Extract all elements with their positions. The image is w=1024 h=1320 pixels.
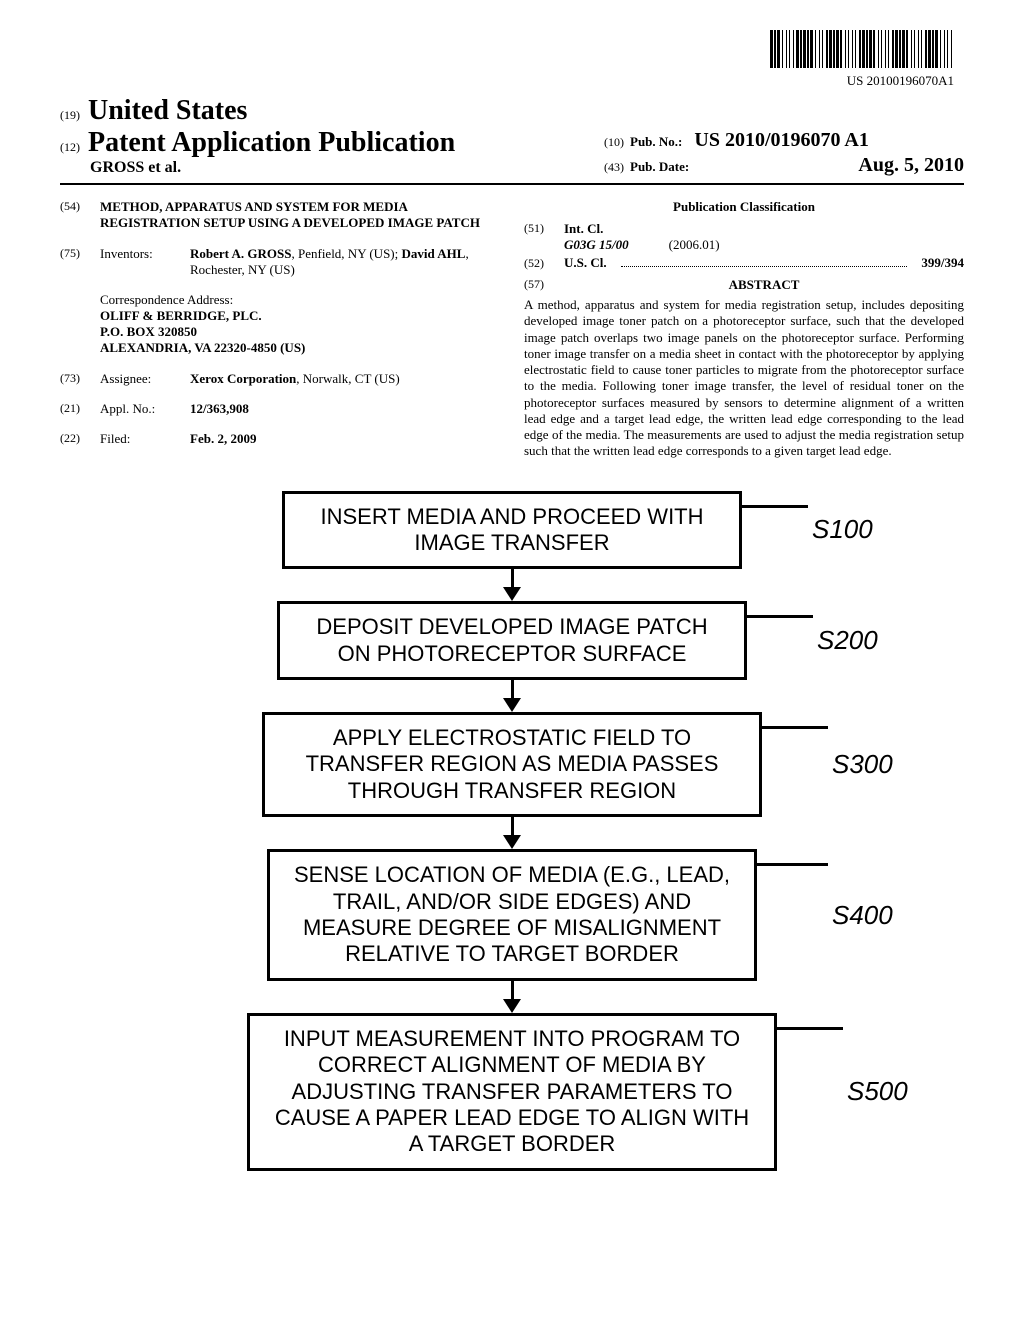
- header-rule: [60, 183, 964, 185]
- inventors-label: Inventors:: [100, 246, 180, 278]
- bibliographic-data: (54) METHOD, APPARATUS AND SYSTEM FOR ME…: [60, 199, 964, 461]
- pubno-value: US 2010/0196070 A1: [694, 129, 868, 152]
- filed-field: (22) Filed: Feb. 2, 2009: [60, 431, 500, 447]
- abstract-heading: ABSTRACT: [564, 277, 964, 293]
- inid-applno: (21): [60, 401, 90, 417]
- flow-step-box: SENSE LOCATION OF MEDIA (E.G., LEAD, TRA…: [267, 849, 757, 981]
- flow-arrow: [503, 981, 521, 1013]
- left-column: (54) METHOD, APPARATUS AND SYSTEM FOR ME…: [60, 199, 500, 461]
- uscl-value: 399/394: [921, 255, 964, 271]
- flow-arrow: [503, 817, 521, 849]
- flow-arrow-shaft: [511, 569, 514, 587]
- flow-arrow-shaft: [511, 817, 514, 835]
- flow-step-label: S300: [832, 749, 893, 780]
- flow-arrow: [503, 569, 521, 601]
- flow-step-box: APPLY ELECTROSTATIC FIELD TO TRANSFER RE…: [262, 712, 762, 817]
- pubdate-value: Aug. 5, 2010: [858, 154, 964, 177]
- publication-type: Patent Application Publication: [88, 127, 455, 159]
- pubdate-label: Pub. Date:: [630, 159, 689, 175]
- inid-pubdate: (43): [604, 160, 624, 175]
- abstract-text: A method, apparatus and system for media…: [524, 297, 964, 460]
- flow-arrow-head: [503, 835, 521, 849]
- flow-connector-line: [777, 1027, 843, 1030]
- assignee-rest: , Norwalk, CT (US): [296, 371, 399, 386]
- classification-header: Publication Classification: [524, 199, 964, 215]
- inventor-name: David AHL: [402, 246, 466, 261]
- inventors-value: Robert A. GROSS, Penfield, NY (US); Davi…: [190, 246, 500, 278]
- flow-connector-line: [757, 863, 828, 866]
- uscl-field: (52) U.S. Cl. 399/394: [524, 255, 964, 271]
- intcl-symbol: G03G 15/00: [564, 237, 629, 253]
- flow-step-label: S500: [847, 1076, 908, 1107]
- inid-inventors: (75): [60, 246, 90, 278]
- inid-assignee: (73): [60, 371, 90, 387]
- inid-pubtype: (12): [60, 140, 80, 155]
- flow-step-box: INSERT MEDIA AND PROCEED WITH IMAGE TRAN…: [282, 491, 742, 570]
- flow-step-row: DEPOSIT DEVELOPED IMAGE PATCH ON PHOTORE…: [60, 601, 964, 680]
- barcode-text: US 20100196070A1: [60, 73, 954, 89]
- intcl-edition: (2006.01): [669, 237, 720, 253]
- applno-value: 12/363,908: [190, 401, 500, 417]
- inid-country: (19): [60, 108, 80, 123]
- inid-title: (54): [60, 199, 90, 232]
- abstract-heading-row: (57) ABSTRACT: [524, 277, 964, 293]
- correspondence-line1: OLIFF & BERRIDGE, PLC.: [100, 308, 500, 324]
- flow-step-label: S400: [832, 900, 893, 931]
- flow-connector-line: [742, 505, 808, 508]
- flow-connector-line: [762, 726, 828, 729]
- uscl-dotfill: [621, 255, 908, 267]
- flow-arrow-head: [503, 999, 521, 1013]
- flow-arrow-shaft: [511, 981, 514, 999]
- flow-arrow-shaft: [511, 680, 514, 698]
- flow-step-box: INPUT MEASUREMENT INTO PROGRAM TO CORREC…: [247, 1013, 777, 1171]
- flow-step-label: S100: [812, 514, 873, 545]
- flow-step-row: APPLY ELECTROSTATIC FIELD TO TRANSFER RE…: [60, 712, 964, 817]
- pubno-label: Pub. No.:: [630, 134, 682, 150]
- country-name: United States: [88, 95, 247, 127]
- correspondence-line3: ALEXANDRIA, VA 22320-4850 (US): [100, 340, 500, 356]
- assignee-value: Xerox Corporation, Norwalk, CT (US): [190, 371, 500, 387]
- flow-step-row: INSERT MEDIA AND PROCEED WITH IMAGE TRAN…: [60, 491, 964, 570]
- assignee-field: (73) Assignee: Xerox Corporation, Norwal…: [60, 371, 500, 387]
- filed-label: Filed:: [100, 431, 180, 447]
- barcode-graphic: [770, 30, 954, 73]
- flow-step-row: SENSE LOCATION OF MEDIA (E.G., LEAD, TRA…: [60, 849, 964, 981]
- inid-pubno: (10): [604, 135, 624, 150]
- correspondence-line2: P.O. BOX 320850: [100, 324, 500, 340]
- inid-intcl: (51): [524, 221, 554, 253]
- flow-arrow-head: [503, 587, 521, 601]
- flow-arrow: [503, 680, 521, 712]
- uscl-label: U.S. Cl.: [564, 255, 607, 271]
- header: (19) United States (12) Patent Applicati…: [60, 95, 964, 177]
- flow-step-label: S200: [817, 625, 878, 656]
- flow-connector-line: [747, 615, 813, 618]
- invention-title: METHOD, APPARATUS AND SYSTEM FOR MEDIA R…: [100, 199, 500, 232]
- correspondence-address: Correspondence Address: OLIFF & BERRIDGE…: [100, 292, 500, 357]
- assignee-label: Assignee:: [100, 371, 180, 387]
- flow-arrow-head: [503, 698, 521, 712]
- right-column: Publication Classification (51) Int. Cl.…: [524, 199, 964, 461]
- flowchart-figure: INSERT MEDIA AND PROCEED WITH IMAGE TRAN…: [60, 491, 964, 1171]
- inid-filed: (22): [60, 431, 90, 447]
- assignee-name: Xerox Corporation: [190, 371, 296, 386]
- flow-step-box: DEPOSIT DEVELOPED IMAGE PATCH ON PHOTORE…: [277, 601, 747, 680]
- inventors-field: (75) Inventors: Robert A. GROSS, Penfiel…: [60, 246, 500, 278]
- applno-label: Appl. No.:: [100, 401, 180, 417]
- title-field: (54) METHOD, APPARATUS AND SYSTEM FOR ME…: [60, 199, 500, 232]
- flow-step-row: INPUT MEASUREMENT INTO PROGRAM TO CORREC…: [60, 1013, 964, 1171]
- filed-value: Feb. 2, 2009: [190, 431, 500, 447]
- inventor-rest: , Penfield, NY (US);: [291, 246, 401, 261]
- authors-line: GROSS et al.: [90, 159, 455, 177]
- barcode-region: US 20100196070A1: [60, 30, 964, 89]
- inid-abstract: (57): [524, 277, 554, 293]
- intcl-label: Int. Cl.: [564, 221, 964, 237]
- intcl-field: (51) Int. Cl. G03G 15/00 (2006.01): [524, 221, 964, 253]
- correspondence-heading: Correspondence Address:: [100, 292, 500, 308]
- inid-uscl: (52): [524, 256, 554, 271]
- inventor-name: Robert A. GROSS: [190, 246, 291, 261]
- applno-field: (21) Appl. No.: 12/363,908: [60, 401, 500, 417]
